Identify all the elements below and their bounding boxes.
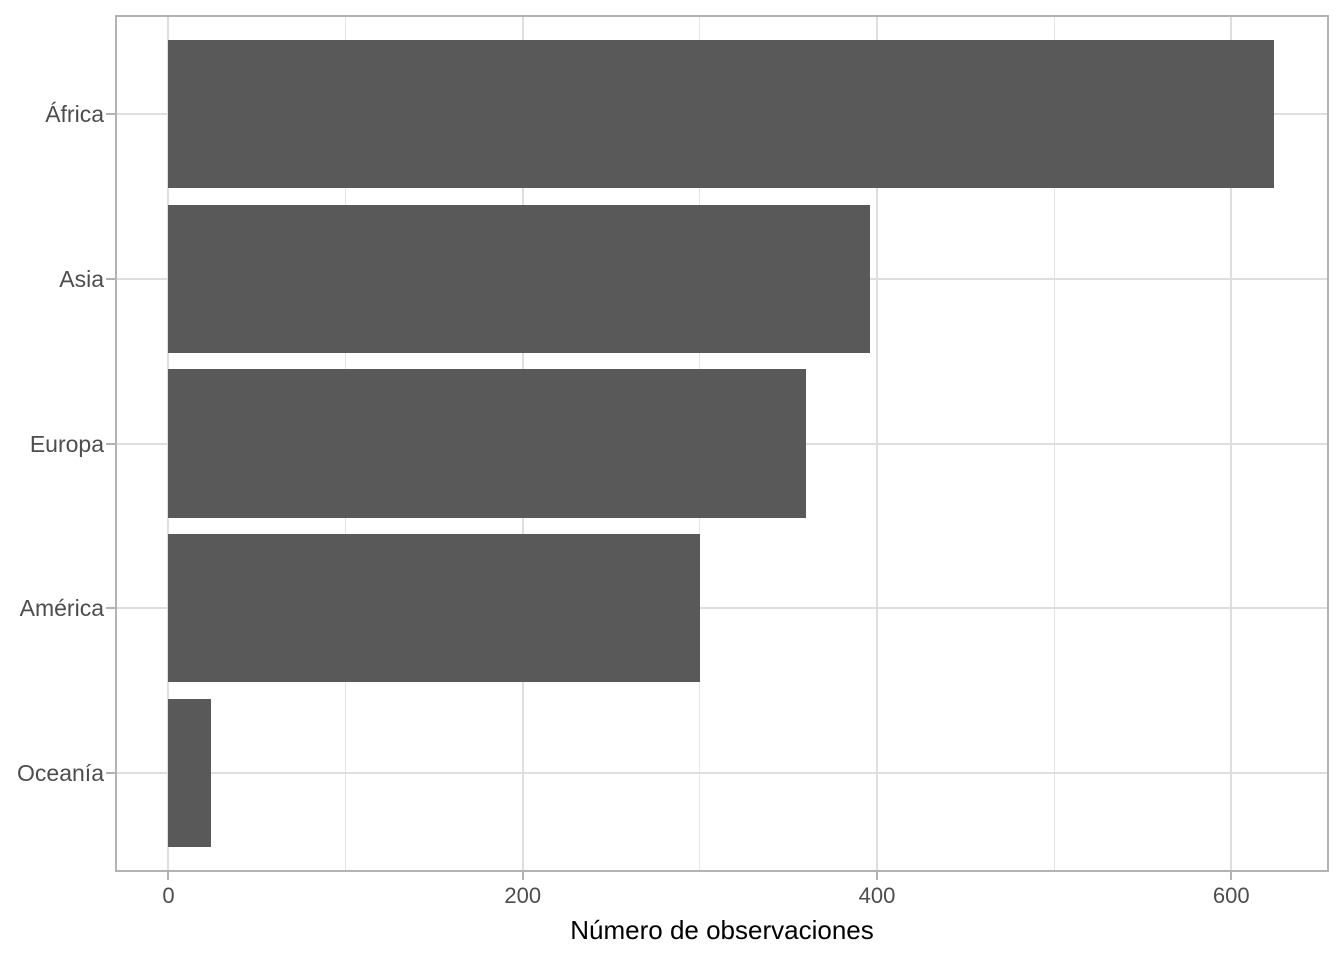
x-axis-tick-label-0: 0 bbox=[162, 883, 175, 908]
x-axis-tick-600 bbox=[1230, 872, 1233, 880]
y-axis-tick-asia bbox=[106, 277, 115, 280]
x-axis-tick-label-200: 200 bbox=[504, 883, 542, 908]
x-axis-tick-400 bbox=[875, 872, 878, 880]
x-axis-tick-label-400: 400 bbox=[858, 883, 896, 908]
y-axis-tick-oceania bbox=[106, 772, 115, 775]
plot-panel bbox=[115, 15, 1329, 872]
x-axis-tick-0 bbox=[167, 872, 170, 880]
y-axis-label-oceania: Oceanía bbox=[17, 760, 104, 787]
y-axis-tick-america bbox=[106, 607, 115, 610]
x-axis-tick-200 bbox=[521, 872, 524, 880]
y-axis-tick-africa bbox=[106, 112, 115, 115]
y-axis-label-europa: Europa bbox=[29, 430, 104, 457]
bar-america bbox=[168, 534, 700, 683]
bar-europa bbox=[168, 369, 807, 518]
y-axis-label-america: América bbox=[19, 595, 104, 622]
y-axis-tick-europa bbox=[106, 442, 115, 445]
gridline-major-y-oceania bbox=[115, 772, 1329, 775]
bar-oceania bbox=[168, 698, 211, 848]
bar-asia bbox=[168, 204, 870, 353]
x-axis-title: Número de observaciones bbox=[570, 915, 874, 945]
y-axis-label-africa: África bbox=[45, 100, 104, 127]
gridline-major-y-america bbox=[115, 607, 1329, 610]
bar-africa bbox=[168, 39, 1274, 189]
x-axis-tick-label-600: 600 bbox=[1212, 883, 1250, 908]
y-axis-label-asia: Asia bbox=[59, 265, 104, 292]
